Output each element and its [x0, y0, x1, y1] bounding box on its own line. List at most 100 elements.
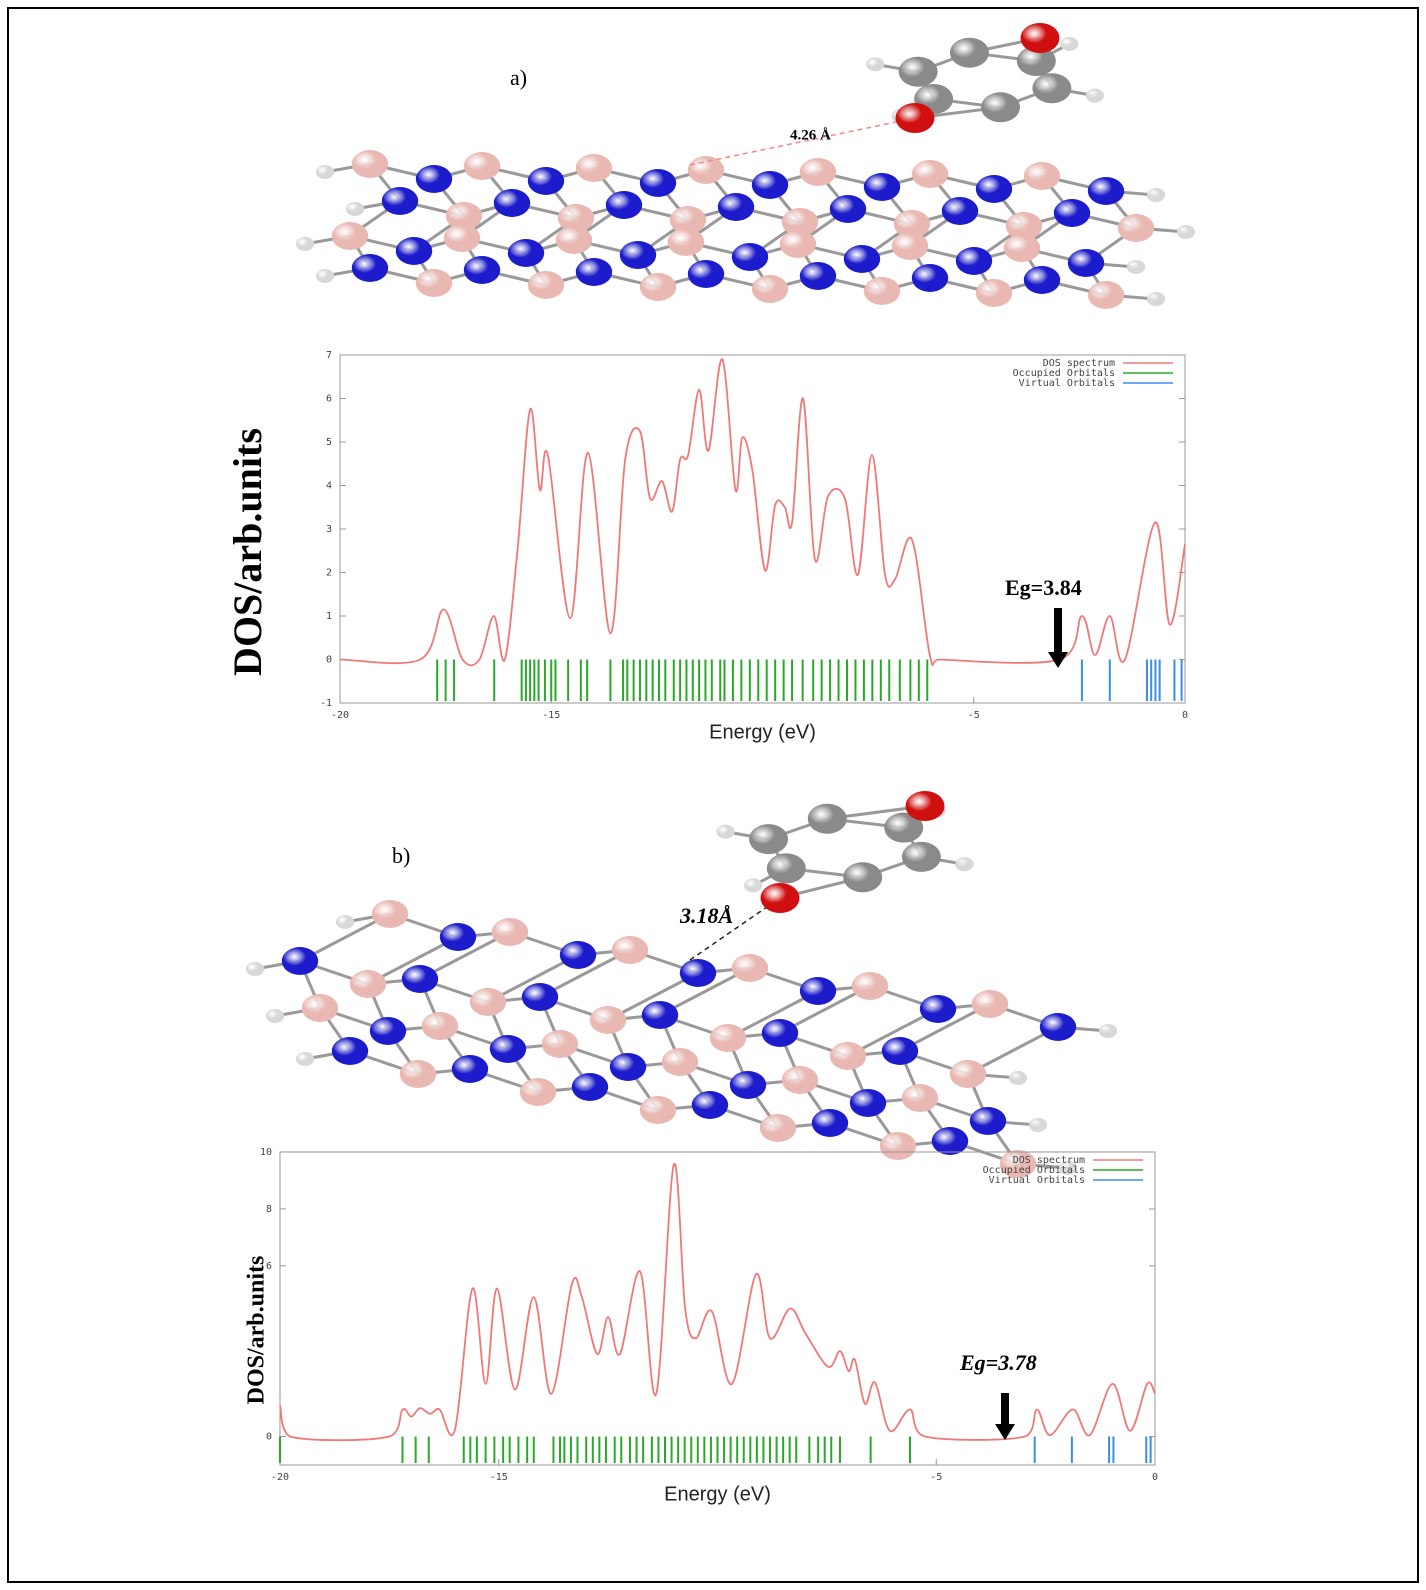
atom: [800, 977, 836, 1005]
annotation: Eg=3.78: [959, 1350, 1037, 1375]
atom: [710, 1024, 746, 1052]
atom: [882, 1037, 918, 1065]
atom: [850, 1089, 886, 1117]
atom: [528, 167, 564, 195]
y-tick-label: 3: [326, 524, 332, 535]
atom: [370, 1017, 406, 1045]
atom: [416, 165, 452, 193]
atom: [470, 988, 506, 1016]
atom: [808, 804, 847, 834]
atom: [688, 156, 724, 184]
atom: [372, 900, 408, 928]
y-tick-label: 2: [326, 568, 332, 579]
atom: [508, 239, 544, 267]
atom: [950, 38, 989, 68]
y-tick-label: 4: [326, 481, 332, 492]
atom: [452, 1055, 488, 1083]
atom: [830, 1042, 866, 1070]
atom: [402, 965, 438, 993]
atom: [1029, 1118, 1047, 1132]
atom: [732, 243, 768, 271]
atom: [902, 842, 941, 872]
atom: [332, 222, 368, 250]
atom: [620, 241, 656, 269]
atom: [760, 1114, 796, 1142]
atom: [767, 853, 806, 883]
y-tick-label: 8: [266, 1204, 272, 1215]
atom: [981, 92, 1020, 122]
atom: [972, 990, 1008, 1018]
atom: [520, 1078, 556, 1106]
atom: [1021, 23, 1060, 53]
atom: [852, 972, 888, 1000]
atom: [610, 1053, 646, 1081]
y-axis-title: DOS/arb.units: [244, 1256, 270, 1405]
atom: [296, 237, 314, 251]
atom: [572, 1073, 608, 1101]
y-tick-label: 7: [326, 350, 332, 361]
atom: [1024, 266, 1060, 294]
y-tick-label: 6: [326, 394, 332, 405]
atom: [352, 150, 388, 178]
atom: [662, 1048, 698, 1076]
atom: [296, 1052, 314, 1066]
atom: [1054, 199, 1090, 227]
x-tick-label: -20: [271, 1472, 289, 1483]
atom: [782, 1066, 818, 1094]
atom: [800, 158, 836, 186]
atom: [844, 245, 880, 273]
x-tick-label: -15: [490, 1472, 508, 1483]
atom: [692, 1091, 728, 1119]
atom: [246, 962, 264, 976]
atom: [955, 857, 973, 871]
atom: [1086, 89, 1104, 103]
atom: [896, 103, 935, 133]
atom: [490, 1035, 526, 1063]
atom: [542, 1030, 578, 1058]
annotation: a): [510, 65, 527, 90]
y-tick-label: 1: [326, 611, 332, 622]
atom: [464, 256, 500, 284]
atom: [556, 226, 592, 254]
atom: [440, 923, 476, 951]
atom: [494, 189, 530, 217]
atom: [1060, 37, 1078, 51]
legend-label: Virtual Orbitals: [989, 1175, 1085, 1186]
atom: [642, 1001, 678, 1029]
x-tick-label: -15: [542, 710, 560, 721]
atom: [843, 862, 882, 892]
atom: [976, 175, 1012, 203]
atom: [866, 57, 884, 71]
atom: [752, 171, 788, 199]
atom: [749, 824, 788, 854]
atom: [1177, 225, 1195, 239]
atom: [400, 1060, 436, 1088]
atom: [680, 959, 716, 987]
legend-label: Virtual Orbitals: [1019, 378, 1115, 389]
atom: [332, 1037, 368, 1065]
atom: [1147, 292, 1165, 306]
atom: [1147, 188, 1165, 202]
atom: [906, 791, 945, 821]
atom: [970, 1107, 1006, 1135]
atom: [590, 1006, 626, 1034]
atom: [1009, 1071, 1027, 1085]
atom: [560, 941, 596, 969]
y-tick-label: 5: [326, 437, 332, 448]
atom: [282, 947, 318, 975]
x-tick-label: 0: [1152, 1472, 1158, 1483]
atom: [864, 173, 900, 201]
atom: [880, 1132, 916, 1160]
atom: [576, 154, 612, 182]
atom: [920, 995, 956, 1023]
x-tick-label: -5: [968, 710, 980, 721]
figure: -101234567-20-15-50Energy (eV)DOS/arb.un…: [0, 0, 1426, 1590]
annotation: b): [392, 843, 410, 868]
atom: [830, 195, 866, 223]
atom: [932, 1127, 968, 1155]
atom: [1088, 177, 1124, 205]
atom: [576, 258, 612, 286]
atom: [912, 160, 948, 188]
atom: [956, 247, 992, 275]
atom: [350, 970, 386, 998]
